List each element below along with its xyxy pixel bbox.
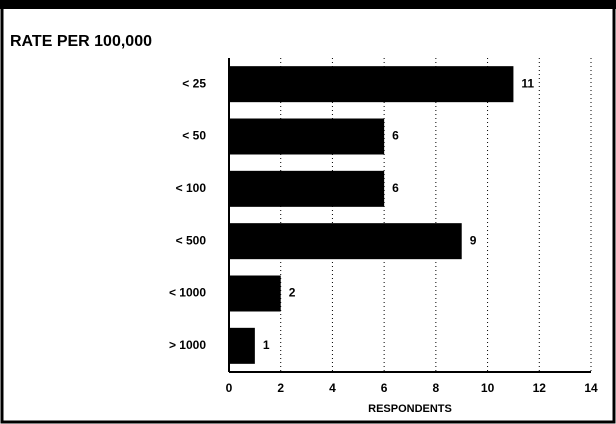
bar	[229, 327, 255, 364]
y-tick-label: > 1000	[169, 338, 206, 352]
value-label: 1	[263, 338, 270, 352]
x-axis-label: RESPONDENTS	[368, 403, 452, 415]
x-tick-label: 10	[481, 381, 495, 395]
bar	[229, 66, 514, 103]
x-tick-label: 8	[433, 381, 440, 395]
x-tick-label: 0	[226, 381, 233, 395]
chart-title: RATE PER 100,000	[10, 33, 152, 50]
value-label: 6	[392, 181, 399, 195]
y-tick-label: < 100	[176, 181, 207, 195]
value-label: 9	[470, 233, 477, 247]
bar	[229, 118, 385, 155]
y-tick-label: < 50	[182, 129, 206, 143]
value-label: 6	[392, 129, 399, 143]
x-tick-label: 2	[277, 381, 284, 395]
y-tick-label: < 500	[176, 233, 207, 247]
value-label: 2	[289, 286, 296, 300]
y-tick-label: < 25	[182, 76, 206, 90]
bar	[229, 170, 385, 207]
x-tick-label: 6	[381, 381, 388, 395]
x-tick-label: 12	[533, 381, 547, 395]
bar	[229, 223, 462, 260]
x-tick-label: 14	[584, 381, 598, 395]
value-label: 11	[521, 76, 534, 90]
top-bar	[0, 0, 616, 9]
bar	[229, 275, 281, 312]
y-tick-label: < 1000	[169, 286, 206, 300]
x-tick-label: 4	[329, 381, 336, 395]
